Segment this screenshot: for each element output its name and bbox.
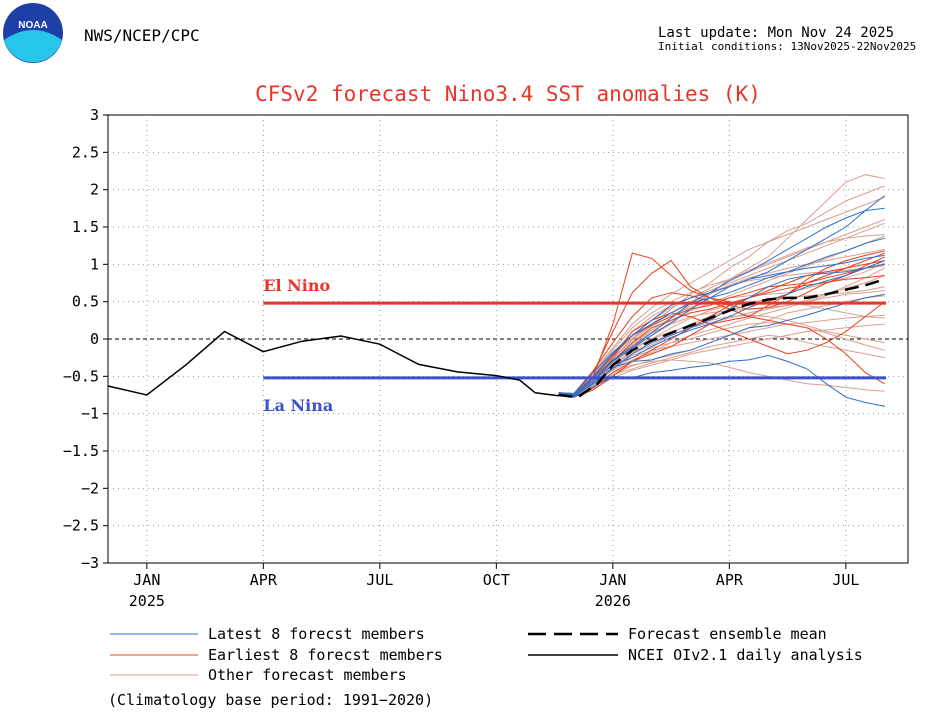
y-tick-label: −1 xyxy=(81,405,99,423)
y-tick-label: −1.5 xyxy=(63,442,99,460)
latest-member-line xyxy=(558,207,885,395)
legend-earliest-label: Earliest 8 forecst members xyxy=(208,646,443,664)
latest-member-line xyxy=(558,237,885,395)
logo-wave xyxy=(4,30,62,63)
y-tick-label: 3 xyxy=(90,106,99,124)
y-tick-label: 2.5 xyxy=(72,143,99,161)
main-lines xyxy=(107,278,886,399)
earliest-member-line xyxy=(558,263,885,396)
x-tick-year: 2025 xyxy=(129,592,165,610)
y-tick-label: 1 xyxy=(90,255,99,273)
other-member-line xyxy=(558,314,885,397)
x-tick-label: JAN xyxy=(133,571,160,589)
ensemble-mean-line xyxy=(558,278,886,399)
org-label: NWS/NCEP/CPC xyxy=(84,26,200,45)
latest-member-line xyxy=(558,195,886,396)
x-tick-label: OCT xyxy=(483,571,510,589)
analysis-line xyxy=(107,330,559,397)
y-tick-label: −2.5 xyxy=(63,517,99,535)
grid xyxy=(103,114,908,569)
x-axis-labels: JAN 2025 APR JUL OCT JAN 2026 APR JUL xyxy=(129,571,860,610)
y-tick-label: 1.5 xyxy=(72,218,99,236)
y-axis-labels: 3 2.5 2 1.5 1 0.5 0 −0.5 −1 −1.5 −2 −2.5 −3 xyxy=(63,106,99,572)
other-member-line xyxy=(558,185,885,396)
x-tick-year: 2026 xyxy=(595,592,631,610)
latest-members xyxy=(558,195,886,407)
earliest-member-line xyxy=(558,260,885,398)
y-tick-label: −2 xyxy=(81,479,99,497)
legend: Latest 8 forecst members Earliest 8 fore… xyxy=(110,625,863,684)
latest-member-line xyxy=(558,254,885,396)
x-tick-label: JUL xyxy=(832,571,859,589)
legend-analysis-label: NCEI OIv2.1 daily analysis xyxy=(628,646,863,664)
earliest-member-line xyxy=(558,252,885,396)
x-tick-label: APR xyxy=(250,571,278,589)
initial-conditions: Initial conditions: 13Nov2025-22Nov2025 xyxy=(658,40,916,53)
legend-mean-label: Forecast ensemble mean xyxy=(628,625,827,643)
noaa-logo: NOAA xyxy=(3,3,63,63)
logo-text: NOAA xyxy=(18,20,47,31)
other-member-line xyxy=(558,323,885,398)
last-update: Last update: Mon Nov 24 2025 xyxy=(658,25,894,41)
y-tick-label: 0.5 xyxy=(72,293,99,311)
other-member-line xyxy=(558,235,885,396)
y-tick-label: 0 xyxy=(90,330,99,348)
latest-member-line xyxy=(558,263,885,398)
y-tick-label: −3 xyxy=(81,554,99,572)
earliest-member-line xyxy=(558,301,886,397)
legend-other-label: Other forecast members xyxy=(208,666,407,684)
latest-member-line xyxy=(558,293,885,397)
x-tick-label: APR xyxy=(716,571,744,589)
thresholds: El Nino La Nina xyxy=(263,276,886,415)
x-tick-label: JAN xyxy=(599,571,626,589)
la-nina-label: La Nina xyxy=(263,396,333,415)
climatology-note: (Climatology base period: 1991−2020) xyxy=(108,691,433,709)
other-member-line xyxy=(558,196,885,395)
x-tick-label: JUL xyxy=(366,571,393,589)
legend-latest-label: Latest 8 forecst members xyxy=(208,625,425,643)
earliest-member-line xyxy=(558,292,885,395)
y-tick-label: 2 xyxy=(90,181,99,199)
other-member-line xyxy=(558,219,885,395)
chart-title: CFSv2 forecast Nino3.4 SST anomalies (K) xyxy=(255,82,761,106)
y-tick-label: −0.5 xyxy=(63,367,99,385)
el-nino-label: El Nino xyxy=(263,276,330,295)
